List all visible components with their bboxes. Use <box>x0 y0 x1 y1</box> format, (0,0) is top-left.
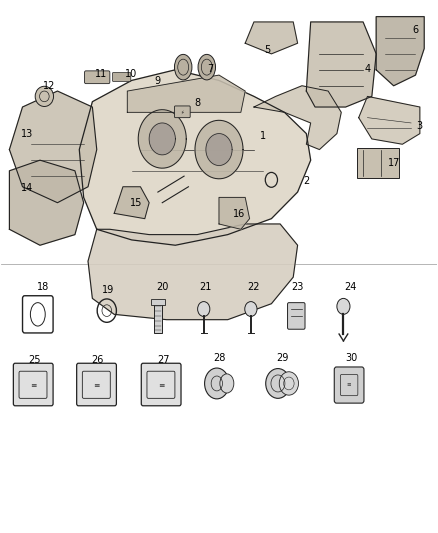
Text: 16: 16 <box>233 209 245 220</box>
Text: 17: 17 <box>388 158 400 168</box>
Text: 3: 3 <box>417 120 423 131</box>
Text: 26: 26 <box>92 354 104 365</box>
Text: 24: 24 <box>344 282 356 292</box>
Text: 4: 4 <box>364 64 371 74</box>
Text: 10: 10 <box>125 69 137 79</box>
Text: 9: 9 <box>155 77 161 86</box>
Polygon shape <box>114 187 149 219</box>
Text: 1: 1 <box>260 131 266 141</box>
Bar <box>154 302 162 333</box>
Polygon shape <box>79 70 311 245</box>
Polygon shape <box>306 22 376 107</box>
Text: 11: 11 <box>95 69 107 79</box>
Text: ⚡: ⚡ <box>180 109 184 114</box>
Ellipse shape <box>174 54 192 80</box>
Text: 15: 15 <box>130 198 142 208</box>
Circle shape <box>198 302 210 317</box>
Text: 8: 8 <box>194 98 200 108</box>
FancyBboxPatch shape <box>77 364 117 406</box>
FancyBboxPatch shape <box>357 148 399 177</box>
Ellipse shape <box>205 368 229 399</box>
Text: 18: 18 <box>37 282 49 292</box>
Text: 12: 12 <box>42 81 55 91</box>
Text: 2: 2 <box>303 176 310 187</box>
Circle shape <box>245 302 257 317</box>
Polygon shape <box>138 110 186 168</box>
Polygon shape <box>88 224 297 320</box>
Polygon shape <box>359 96 420 144</box>
Polygon shape <box>127 75 245 112</box>
Text: ≡: ≡ <box>347 381 351 386</box>
Text: ≡: ≡ <box>94 381 100 390</box>
Circle shape <box>266 368 290 398</box>
Text: 27: 27 <box>157 354 170 365</box>
Polygon shape <box>10 91 97 203</box>
Text: 7: 7 <box>207 64 213 74</box>
Polygon shape <box>254 86 341 150</box>
FancyBboxPatch shape <box>174 106 190 118</box>
Circle shape <box>279 372 298 395</box>
Text: 21: 21 <box>200 282 212 292</box>
Text: 14: 14 <box>21 183 33 193</box>
FancyBboxPatch shape <box>113 72 131 82</box>
FancyBboxPatch shape <box>13 364 53 406</box>
Text: 19: 19 <box>102 285 114 295</box>
Polygon shape <box>219 197 250 229</box>
Text: 13: 13 <box>21 128 33 139</box>
Polygon shape <box>10 160 84 245</box>
Text: 22: 22 <box>247 282 259 292</box>
Text: 28: 28 <box>213 353 225 363</box>
FancyBboxPatch shape <box>141 364 181 406</box>
Ellipse shape <box>35 86 53 107</box>
Polygon shape <box>245 22 297 54</box>
Text: 29: 29 <box>276 353 289 363</box>
Polygon shape <box>149 123 175 155</box>
Circle shape <box>337 298 350 314</box>
Text: 5: 5 <box>264 45 270 54</box>
FancyBboxPatch shape <box>85 71 110 84</box>
Ellipse shape <box>220 374 234 393</box>
Text: ≡: ≡ <box>158 381 165 390</box>
FancyBboxPatch shape <box>288 303 305 329</box>
FancyBboxPatch shape <box>334 367 364 403</box>
Text: 20: 20 <box>156 282 169 292</box>
Ellipse shape <box>198 54 215 80</box>
Polygon shape <box>206 134 232 165</box>
Bar <box>151 300 165 305</box>
Text: 25: 25 <box>28 354 41 365</box>
Text: ≡: ≡ <box>30 381 37 390</box>
Polygon shape <box>195 120 243 179</box>
Text: 30: 30 <box>345 353 357 363</box>
Polygon shape <box>376 17 424 86</box>
Text: 6: 6 <box>413 25 419 35</box>
Text: 23: 23 <box>291 282 304 292</box>
